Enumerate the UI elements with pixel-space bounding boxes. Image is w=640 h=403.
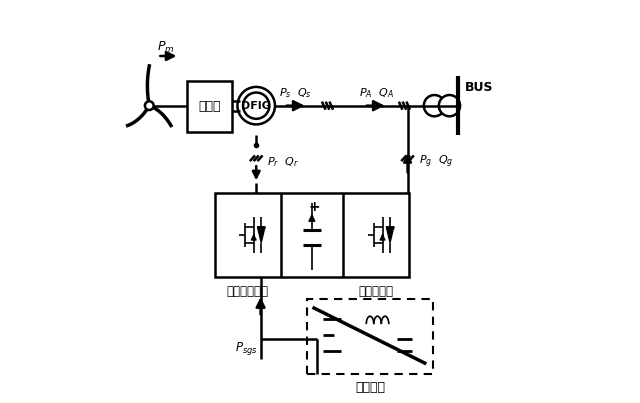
Text: $P_{sgs}$: $P_{sgs}$ bbox=[235, 341, 257, 357]
Text: 网侧变流器: 网侧变流器 bbox=[359, 285, 394, 298]
Polygon shape bbox=[257, 227, 265, 243]
Circle shape bbox=[145, 101, 154, 110]
Text: $P_s$  $Q_s$: $P_s$ $Q_s$ bbox=[278, 86, 312, 100]
Text: 转子侧变流器: 转子侧变流器 bbox=[227, 285, 268, 298]
Circle shape bbox=[424, 95, 445, 116]
Text: BUS: BUS bbox=[465, 81, 493, 94]
Bar bbox=[215, 193, 409, 278]
Bar bbox=[307, 299, 433, 374]
Text: +: + bbox=[308, 200, 320, 214]
Text: $P_r$  $Q_r$: $P_r$ $Q_r$ bbox=[268, 156, 299, 169]
Circle shape bbox=[237, 87, 275, 125]
Text: 储能装置: 储能装置 bbox=[355, 381, 385, 394]
Text: $P_g$  $Q_g$: $P_g$ $Q_g$ bbox=[419, 154, 453, 170]
Text: DFIG: DFIG bbox=[241, 101, 271, 111]
Bar bbox=[188, 81, 232, 133]
Polygon shape bbox=[387, 227, 394, 243]
Text: $P_m$: $P_m$ bbox=[157, 39, 174, 55]
Text: $P_A$  $Q_A$: $P_A$ $Q_A$ bbox=[359, 86, 394, 100]
Circle shape bbox=[439, 95, 460, 116]
Text: 齿轮筱: 齿轮筱 bbox=[198, 100, 221, 113]
